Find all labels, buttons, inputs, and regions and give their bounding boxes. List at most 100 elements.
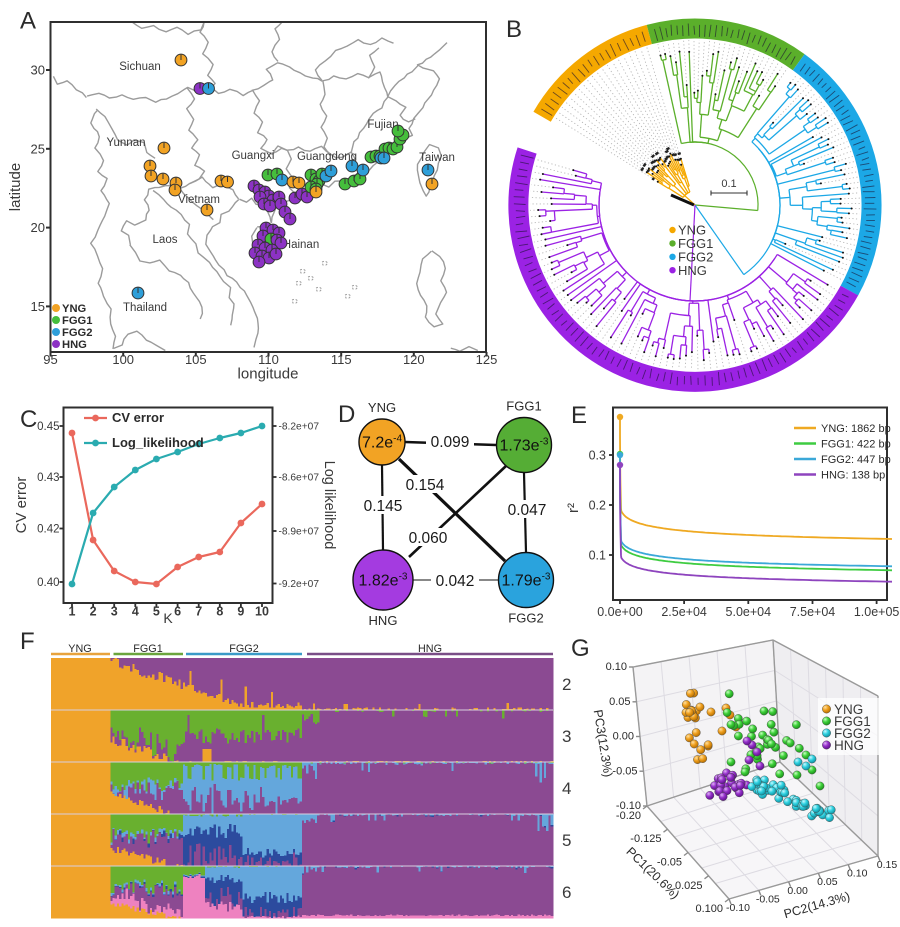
- svg-text:95: 95: [43, 352, 57, 367]
- svg-text:HNG: HNG: [678, 263, 707, 278]
- svg-text:YNG: YNG: [368, 400, 396, 415]
- svg-text:YNG: YNG: [678, 223, 706, 238]
- svg-text:0.3: 0.3: [589, 449, 606, 463]
- svg-text:0.42: 0.42: [37, 524, 59, 536]
- svg-text:-0.10: -0.10: [726, 902, 750, 914]
- svg-text:FGG2: 447 bp: FGG2: 447 bp: [821, 454, 891, 466]
- svg-text:-0.125: -0.125: [630, 833, 661, 845]
- svg-text:2: 2: [90, 605, 97, 619]
- svg-text:Laos: Laos: [153, 234, 178, 246]
- svg-text:0.43: 0.43: [37, 472, 59, 484]
- svg-text:C: C: [20, 406, 37, 433]
- svg-text:0.2: 0.2: [589, 499, 606, 513]
- svg-text:Vietnam: Vietnam: [178, 194, 220, 206]
- svg-text:FGG2: FGG2: [508, 611, 543, 626]
- svg-text:Thailand: Thailand: [123, 302, 167, 314]
- svg-text:FGG1: FGG1: [506, 399, 541, 414]
- svg-text:5: 5: [153, 605, 160, 619]
- svg-text:0.042: 0.042: [436, 573, 475, 590]
- svg-text:2: 2: [562, 675, 571, 694]
- svg-text:D: D: [338, 401, 355, 428]
- svg-text:A: A: [20, 8, 36, 35]
- svg-text:0.1: 0.1: [589, 549, 606, 563]
- svg-text:1.82e-3: 1.82e-3: [359, 572, 408, 590]
- svg-text:4: 4: [132, 605, 139, 619]
- svg-text:4: 4: [562, 779, 571, 798]
- svg-text:0.05: 0.05: [817, 876, 838, 888]
- svg-text:100: 100: [112, 352, 134, 367]
- svg-text:Fujian: Fujian: [367, 119, 398, 131]
- svg-text:HNG: HNG: [834, 738, 864, 753]
- svg-text:HNG: 138 bp: HNG: 138 bp: [821, 470, 885, 482]
- svg-text:latitude: latitude: [7, 163, 24, 211]
- svg-text:HNG: HNG: [369, 613, 398, 628]
- svg-text:longitude: longitude: [238, 366, 299, 383]
- svg-text:7.2e-4: 7.2e-4: [362, 434, 402, 452]
- svg-text:0.40: 0.40: [37, 577, 59, 589]
- svg-text:1.0e+05: 1.0e+05: [854, 605, 900, 619]
- svg-text:FGG2: FGG2: [229, 643, 258, 655]
- svg-text:20: 20: [31, 220, 45, 235]
- svg-text:105: 105: [185, 352, 207, 367]
- svg-text:FGG2: FGG2: [62, 327, 92, 339]
- svg-text:0.100: 0.100: [695, 903, 723, 915]
- svg-text:7: 7: [195, 605, 202, 619]
- svg-text:9: 9: [237, 605, 244, 619]
- svg-text:3: 3: [562, 727, 571, 746]
- svg-text:-9.2e+07: -9.2e+07: [279, 579, 320, 590]
- svg-text:FGG1: FGG1: [678, 236, 713, 251]
- svg-text:F: F: [20, 628, 35, 655]
- svg-text:YNG: YNG: [834, 702, 863, 717]
- svg-text:CV error: CV error: [13, 477, 30, 534]
- svg-text:0.10: 0.10: [847, 868, 868, 880]
- svg-text:0.060: 0.060: [409, 530, 448, 547]
- svg-text:FGG1: FGG1: [133, 643, 162, 655]
- svg-text:YNG: YNG: [62, 303, 87, 315]
- svg-text:0.0e+00: 0.0e+00: [597, 605, 643, 619]
- svg-text:Log likelihood: Log likelihood: [321, 461, 337, 550]
- svg-text:3: 3: [111, 605, 118, 619]
- svg-text:K: K: [163, 610, 173, 626]
- svg-text:Log_likelihood: Log_likelihood: [112, 435, 204, 450]
- svg-text:FGG1: FGG1: [62, 315, 92, 327]
- svg-text:0.099: 0.099: [431, 434, 470, 451]
- svg-text:HNG: HNG: [418, 643, 442, 655]
- svg-text:-8.9e+07: -8.9e+07: [279, 527, 320, 538]
- svg-text:Hainan: Hainan: [283, 239, 319, 251]
- svg-text:1.79e-3: 1.79e-3: [502, 572, 551, 590]
- svg-text:6: 6: [562, 883, 571, 902]
- svg-text:1: 1: [69, 605, 76, 619]
- svg-text:YNG: YNG: [68, 643, 91, 655]
- svg-text:125: 125: [476, 352, 498, 367]
- svg-text:-0.20: -0.20: [616, 810, 641, 822]
- svg-text:G: G: [571, 635, 590, 662]
- svg-text:0.154: 0.154: [406, 477, 445, 494]
- svg-text:FGG2: FGG2: [834, 726, 871, 741]
- svg-text:-0.05: -0.05: [657, 857, 682, 869]
- svg-text:10: 10: [255, 605, 269, 619]
- svg-text:Guangdong: Guangdong: [297, 151, 357, 163]
- svg-text:0.00: 0.00: [787, 885, 808, 897]
- svg-text:Guangxi: Guangxi: [232, 150, 275, 162]
- svg-text:-0.10: -0.10: [616, 800, 641, 812]
- svg-text:FGG2: FGG2: [678, 249, 713, 264]
- svg-text:Taiwan: Taiwan: [419, 152, 455, 164]
- svg-text:B: B: [506, 16, 522, 43]
- svg-text:30: 30: [31, 63, 45, 78]
- svg-text:Yunnan: Yunnan: [106, 137, 145, 149]
- svg-text:-0.05: -0.05: [612, 766, 637, 778]
- svg-text:7.5e+04: 7.5e+04: [790, 605, 836, 619]
- svg-text:CV error: CV error: [112, 410, 164, 425]
- svg-text:1.73e-3: 1.73e-3: [500, 437, 549, 455]
- svg-text:6: 6: [174, 605, 181, 619]
- svg-text:0.025: 0.025: [675, 880, 703, 892]
- svg-text:15: 15: [31, 299, 45, 314]
- svg-text:0.047: 0.047: [508, 502, 547, 519]
- svg-text:Sichuan: Sichuan: [119, 61, 161, 73]
- svg-text:HNG: HNG: [62, 339, 87, 351]
- svg-text:5.0e+04: 5.0e+04: [726, 605, 772, 619]
- svg-text:0.1: 0.1: [721, 178, 736, 190]
- svg-text:120: 120: [403, 352, 425, 367]
- svg-text:2.5e+04: 2.5e+04: [661, 605, 707, 619]
- svg-text:0.145: 0.145: [364, 498, 403, 515]
